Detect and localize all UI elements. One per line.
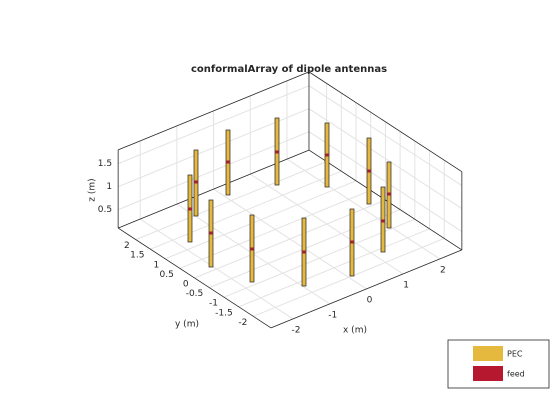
feed xyxy=(209,231,213,235)
legend-swatch xyxy=(473,346,503,361)
y-tick-label: -1 xyxy=(209,299,218,309)
z-tick-label: 1 xyxy=(106,182,112,192)
y-tick-label: 0.5 xyxy=(160,270,174,280)
feed xyxy=(194,180,198,184)
x-tick-label: -1 xyxy=(328,310,337,320)
grid-line xyxy=(164,180,357,260)
legend: PEC feed xyxy=(447,339,550,389)
y-axis-label: y (m) xyxy=(175,320,199,330)
axis-edge xyxy=(117,71,310,151)
feed xyxy=(302,250,306,254)
y-tick-label: 0 xyxy=(183,280,189,290)
antennas xyxy=(187,117,392,287)
grid-line xyxy=(135,161,327,241)
y-tick-label: -1.5 xyxy=(215,308,233,318)
grid-line xyxy=(253,237,445,317)
z-axis-label: z (m) xyxy=(88,178,98,201)
axis-edge xyxy=(308,149,463,251)
y-tick-label: 1 xyxy=(153,260,159,270)
z-tick-label: 1.5 xyxy=(98,159,112,169)
feed xyxy=(188,207,192,211)
title: conformalArray of dipole antennas xyxy=(191,64,387,75)
legend-label: PEC xyxy=(507,350,523,359)
x-tick-label: 0 xyxy=(367,295,373,305)
feed xyxy=(387,192,391,196)
legend-label: feed xyxy=(507,370,525,379)
y-tick-label: -2 xyxy=(238,318,247,328)
feed xyxy=(381,219,385,223)
feed xyxy=(325,153,329,157)
axis-edge xyxy=(270,249,463,329)
x-tick-label: -2 xyxy=(292,325,301,335)
axis-edge xyxy=(117,227,272,329)
feed xyxy=(367,169,371,173)
z-tick-label: 0.5 xyxy=(98,205,112,215)
x-tick-label: 2 xyxy=(440,265,446,275)
x-tick-label: 1 xyxy=(403,280,409,290)
grid-line xyxy=(117,85,310,165)
feed xyxy=(250,247,254,251)
grid-line xyxy=(238,228,430,308)
y-tick-label: 1.5 xyxy=(130,251,144,261)
x-axis-label: x (m) xyxy=(343,326,367,336)
y-tick-label: -0.5 xyxy=(186,289,204,299)
axis-edge xyxy=(308,71,463,173)
feed xyxy=(275,150,279,154)
feed xyxy=(350,240,354,244)
grid-line xyxy=(308,85,463,186)
feed xyxy=(226,160,230,164)
grid-line xyxy=(150,170,342,250)
legend-swatch xyxy=(473,366,503,381)
grid-line xyxy=(308,131,463,232)
y-tick-label: 2 xyxy=(124,241,130,251)
grid-line xyxy=(308,108,463,209)
